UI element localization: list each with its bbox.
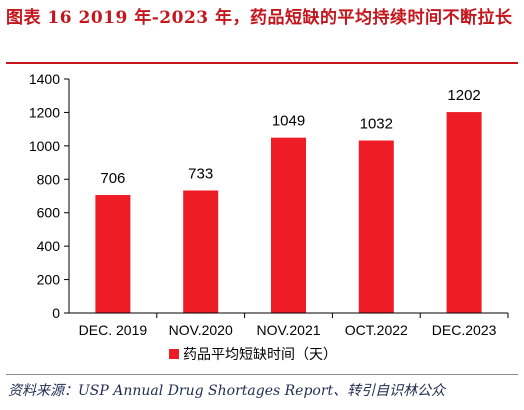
data-label: 1202	[447, 87, 480, 104]
data-label: 1032	[360, 116, 393, 133]
x-tick-label: DEC. 2019	[79, 322, 148, 338]
bar	[358, 140, 394, 313]
data-label: 1049	[272, 113, 305, 130]
bar	[446, 112, 482, 313]
y-axis: 0 200 400 600 800 1000 1200 1400	[29, 71, 70, 321]
source-note: 资料来源：USP Annual Drug Shortages Report、转引…	[8, 383, 446, 399]
y-tick-label: 1200	[29, 104, 60, 120]
data-label: 733	[188, 165, 213, 182]
bar-chart: 0 200 400 600 800 1000 1200 1400 706 733 1049 1032…	[29, 71, 509, 362]
title-divider	[6, 62, 518, 64]
y-tick-label: 800	[37, 171, 61, 187]
y-tick-label: 0	[52, 305, 60, 321]
x-axis: DEC. 2019 NOV.2020 NOV.2021 OCT.2022 DEC.202…	[69, 312, 509, 338]
legend-swatch	[169, 349, 179, 359]
source-divider	[6, 374, 518, 375]
chart-title: 图表 16 2019 年-2023 年，药品短缺的平均持续时间不断拉长	[6, 8, 513, 28]
x-tick-label: DEC.2023	[432, 322, 497, 338]
legend: 药品平均短缺时间（天）	[169, 346, 337, 362]
bar	[271, 137, 306, 313]
x-tick-label: NOV.2020	[169, 322, 233, 338]
y-tick-label: 1400	[29, 71, 60, 87]
data-label: 706	[100, 170, 125, 187]
y-tick-label: 600	[37, 205, 61, 221]
x-tick-label: NOV.2021	[256, 322, 320, 338]
legend-label: 药品平均短缺时间（天）	[183, 346, 337, 362]
y-tick-label: 400	[37, 238, 61, 254]
x-tick-label: OCT.2022	[345, 322, 408, 338]
bar	[95, 194, 131, 313]
bar	[183, 190, 219, 313]
y-tick-label: 200	[37, 272, 61, 288]
y-tick-label: 1000	[29, 138, 60, 154]
bars: 706 733 1049 1032 1202	[95, 87, 482, 313]
